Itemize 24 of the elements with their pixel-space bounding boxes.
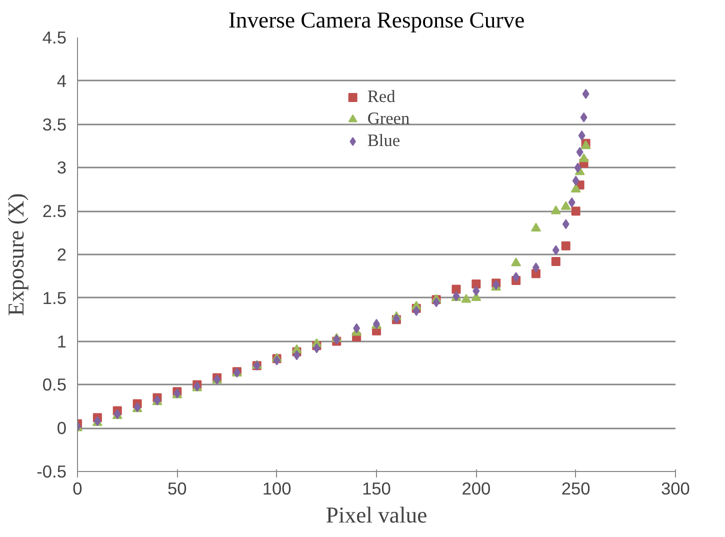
y-tick-label: 1 <box>56 331 67 352</box>
x-tick-label: 100 <box>262 478 292 498</box>
y-tick-label: 1.5 <box>42 288 67 308</box>
y-tick-label: 0.5 <box>42 374 67 395</box>
x-tick-label: 250 <box>561 478 590 498</box>
chart-title: Inverse Camera Response Curve <box>228 8 525 32</box>
x-axis-title: Pixel value <box>326 502 428 528</box>
legend-label: Blue <box>367 131 400 151</box>
y-tick-label: 3.5 <box>42 114 67 134</box>
x-tick-label: 300 <box>661 478 690 498</box>
legend-label: Green <box>367 109 410 129</box>
x-tick-label: 200 <box>462 478 491 498</box>
y-tick-label: 4.5 <box>42 28 67 48</box>
y-tick-label: 3 <box>56 158 67 178</box>
x-tick-label: 150 <box>362 478 391 498</box>
y-axis-title: Exposure (X) <box>4 193 29 316</box>
y-tick-label: 2 <box>56 244 67 264</box>
y-tick-label: 0 <box>56 418 67 438</box>
legend-label: Red <box>367 87 396 107</box>
y-tick-label: 2.5 <box>42 201 67 222</box>
y-tick-label: -0.5 <box>36 462 66 482</box>
x-tick-label: 50 <box>168 478 187 498</box>
y-tick-label: 4 <box>56 70 67 91</box>
x-tick-label: 0 <box>72 478 82 498</box>
